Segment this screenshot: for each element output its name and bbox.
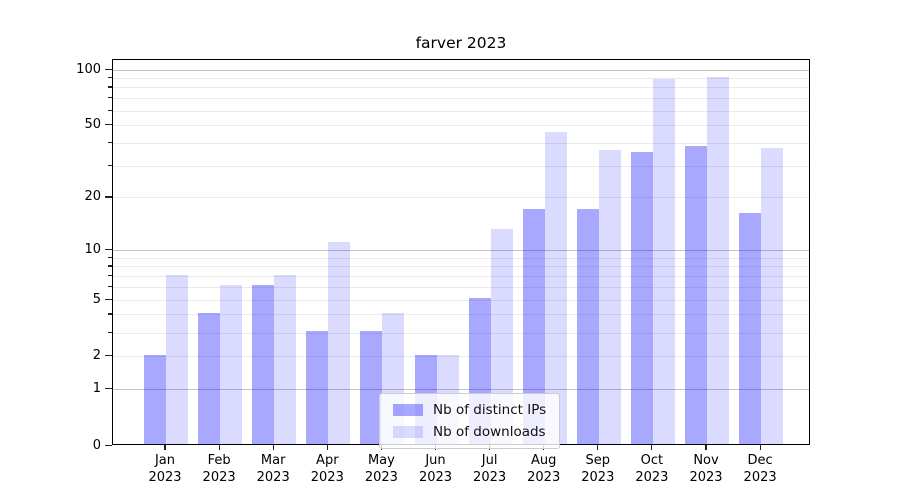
legend-row-distinct-ips: Nb of distinct IPs: [393, 402, 546, 418]
y-minor-tick-80: [108, 86, 112, 88]
bar-oct-2023-downloads: [652, 79, 675, 444]
gridline-20: [113, 197, 809, 199]
bar-sep-2023-distinct-ips: [576, 208, 599, 444]
bar-dec-2023-distinct-ips: [739, 213, 762, 444]
gridline-100: [113, 69, 809, 71]
y-tick-label-2: 2: [92, 347, 101, 363]
bar-sep-2023-downloads: [598, 149, 621, 444]
y-tick-50: [105, 124, 112, 126]
bar-aug-2023-distinct-ips: [522, 208, 545, 444]
bar-jan-2023-downloads: [166, 274, 188, 444]
gridline-90: [113, 78, 809, 79]
bar-nov-2023-distinct-ips: [685, 145, 707, 444]
bar-nov-2023-downloads: [707, 76, 729, 444]
y-minor-tick-7: [108, 275, 112, 277]
legend-label-downloads: Nb of downloads: [433, 424, 546, 440]
x-tick-apr-2023: [326, 445, 328, 450]
bar-feb-2023-distinct-ips: [198, 312, 221, 444]
y-minor-tick-60: [108, 109, 112, 111]
x-tick-label-may-2023: May 2023: [364, 453, 398, 485]
y-minor-tick-90: [108, 77, 112, 79]
gridline-8: [113, 266, 809, 268]
bar-jul-2023-downloads: [490, 229, 513, 444]
y-tick-2: [105, 354, 112, 357]
x-tick-nov-2023: [705, 445, 707, 450]
x-tick-mar-2023: [272, 445, 274, 450]
bar-aug-2023-downloads: [544, 132, 567, 444]
gridline-10: [113, 250, 809, 252]
x-tick-label-jan-2023: Jan 2023: [148, 453, 182, 485]
gridline-3: [113, 332, 809, 334]
y-minor-tick-3: [108, 331, 112, 333]
x-tick-label-mar-2023: Mar 2023: [256, 453, 290, 485]
x-tick-label-jul-2023: Jul 2023: [473, 453, 507, 485]
bar-oct-2023-distinct-ips: [630, 152, 653, 444]
plot-area: Nb of distinct IPs Nb of downloads: [112, 59, 810, 449]
y-minor-tick-40: [108, 141, 112, 144]
y-tick-label-100: 100: [76, 61, 101, 77]
y-minor-tick-6: [108, 285, 112, 288]
x-tick-label-sep-2023: Sep 2023: [581, 453, 615, 485]
y-tick-10: [105, 249, 112, 251]
x-tick-sep-2023: [597, 445, 599, 450]
legend-swatch-distinct-ips: [393, 404, 423, 416]
x-tick-dec-2023: [759, 445, 761, 450]
gridline-50: [113, 125, 809, 127]
y-tick-label-0: 0: [92, 437, 101, 453]
x-tick-feb-2023: [218, 445, 220, 450]
y-tick-1: [105, 388, 112, 390]
gridline-2: [113, 355, 809, 357]
x-tick-label-aug-2023: Aug 2023: [527, 453, 561, 485]
x-tick-label-dec-2023: Dec 2023: [743, 453, 777, 485]
gridline-60: [113, 110, 809, 112]
gridline-70: [113, 98, 809, 100]
x-tick-label-apr-2023: Apr 2023: [310, 453, 344, 485]
y-tick-label-5: 5: [92, 291, 101, 307]
bar-jan-2023-distinct-ips: [144, 354, 166, 444]
bar-dec-2023-downloads: [761, 147, 784, 444]
bar-mar-2023-downloads: [274, 274, 297, 444]
x-tick-label-jun-2023: Jun 2023: [418, 453, 453, 485]
y-tick-label-1: 1: [92, 381, 101, 397]
gridline-40: [113, 142, 809, 144]
x-tick-jan-2023: [164, 445, 166, 450]
bar-feb-2023-downloads: [220, 285, 243, 444]
y-minor-tick-70: [108, 97, 112, 99]
gridline-5: [113, 299, 809, 301]
y-tick-label-20: 20: [84, 189, 101, 205]
y-tick-0: [105, 444, 112, 446]
x-tick-oct-2023: [651, 445, 653, 450]
bar-apr-2023-downloads: [328, 241, 351, 444]
x-tick-label-nov-2023: Nov 2023: [689, 453, 723, 485]
gridline-1: [113, 389, 809, 391]
gridline-7: [113, 276, 809, 278]
bar-apr-2023-distinct-ips: [306, 331, 329, 444]
y-minor-tick-9: [108, 256, 112, 259]
chart-title: farver 2023: [415, 34, 507, 52]
gridline-9: [113, 257, 809, 259]
x-tick-label-oct-2023: Oct 2023: [635, 453, 669, 485]
y-minor-tick-8: [108, 265, 112, 267]
y-tick-5: [105, 298, 112, 300]
y-tick-label-50: 50: [84, 117, 101, 133]
gridline-80: [113, 87, 809, 89]
y-minor-tick-4: [108, 313, 112, 315]
y-minor-tick-30: [108, 164, 112, 166]
legend-swatch-downloads: [393, 426, 423, 438]
gridline-6: [113, 286, 809, 288]
y-tick-100: [105, 68, 112, 70]
gridline-30: [113, 165, 809, 167]
legend: Nb of distinct IPs Nb of downloads: [379, 393, 561, 449]
y-tick-20: [105, 196, 112, 198]
gridline-4: [113, 314, 809, 316]
x-tick-label-feb-2023: Feb 2023: [202, 453, 236, 485]
legend-row-downloads: Nb of downloads: [393, 424, 546, 440]
bar-may-2023-distinct-ips: [360, 331, 383, 444]
bar-mar-2023-distinct-ips: [252, 285, 275, 444]
legend-label-distinct-ips: Nb of distinct IPs: [433, 402, 547, 418]
y-tick-label-10: 10: [84, 242, 101, 258]
